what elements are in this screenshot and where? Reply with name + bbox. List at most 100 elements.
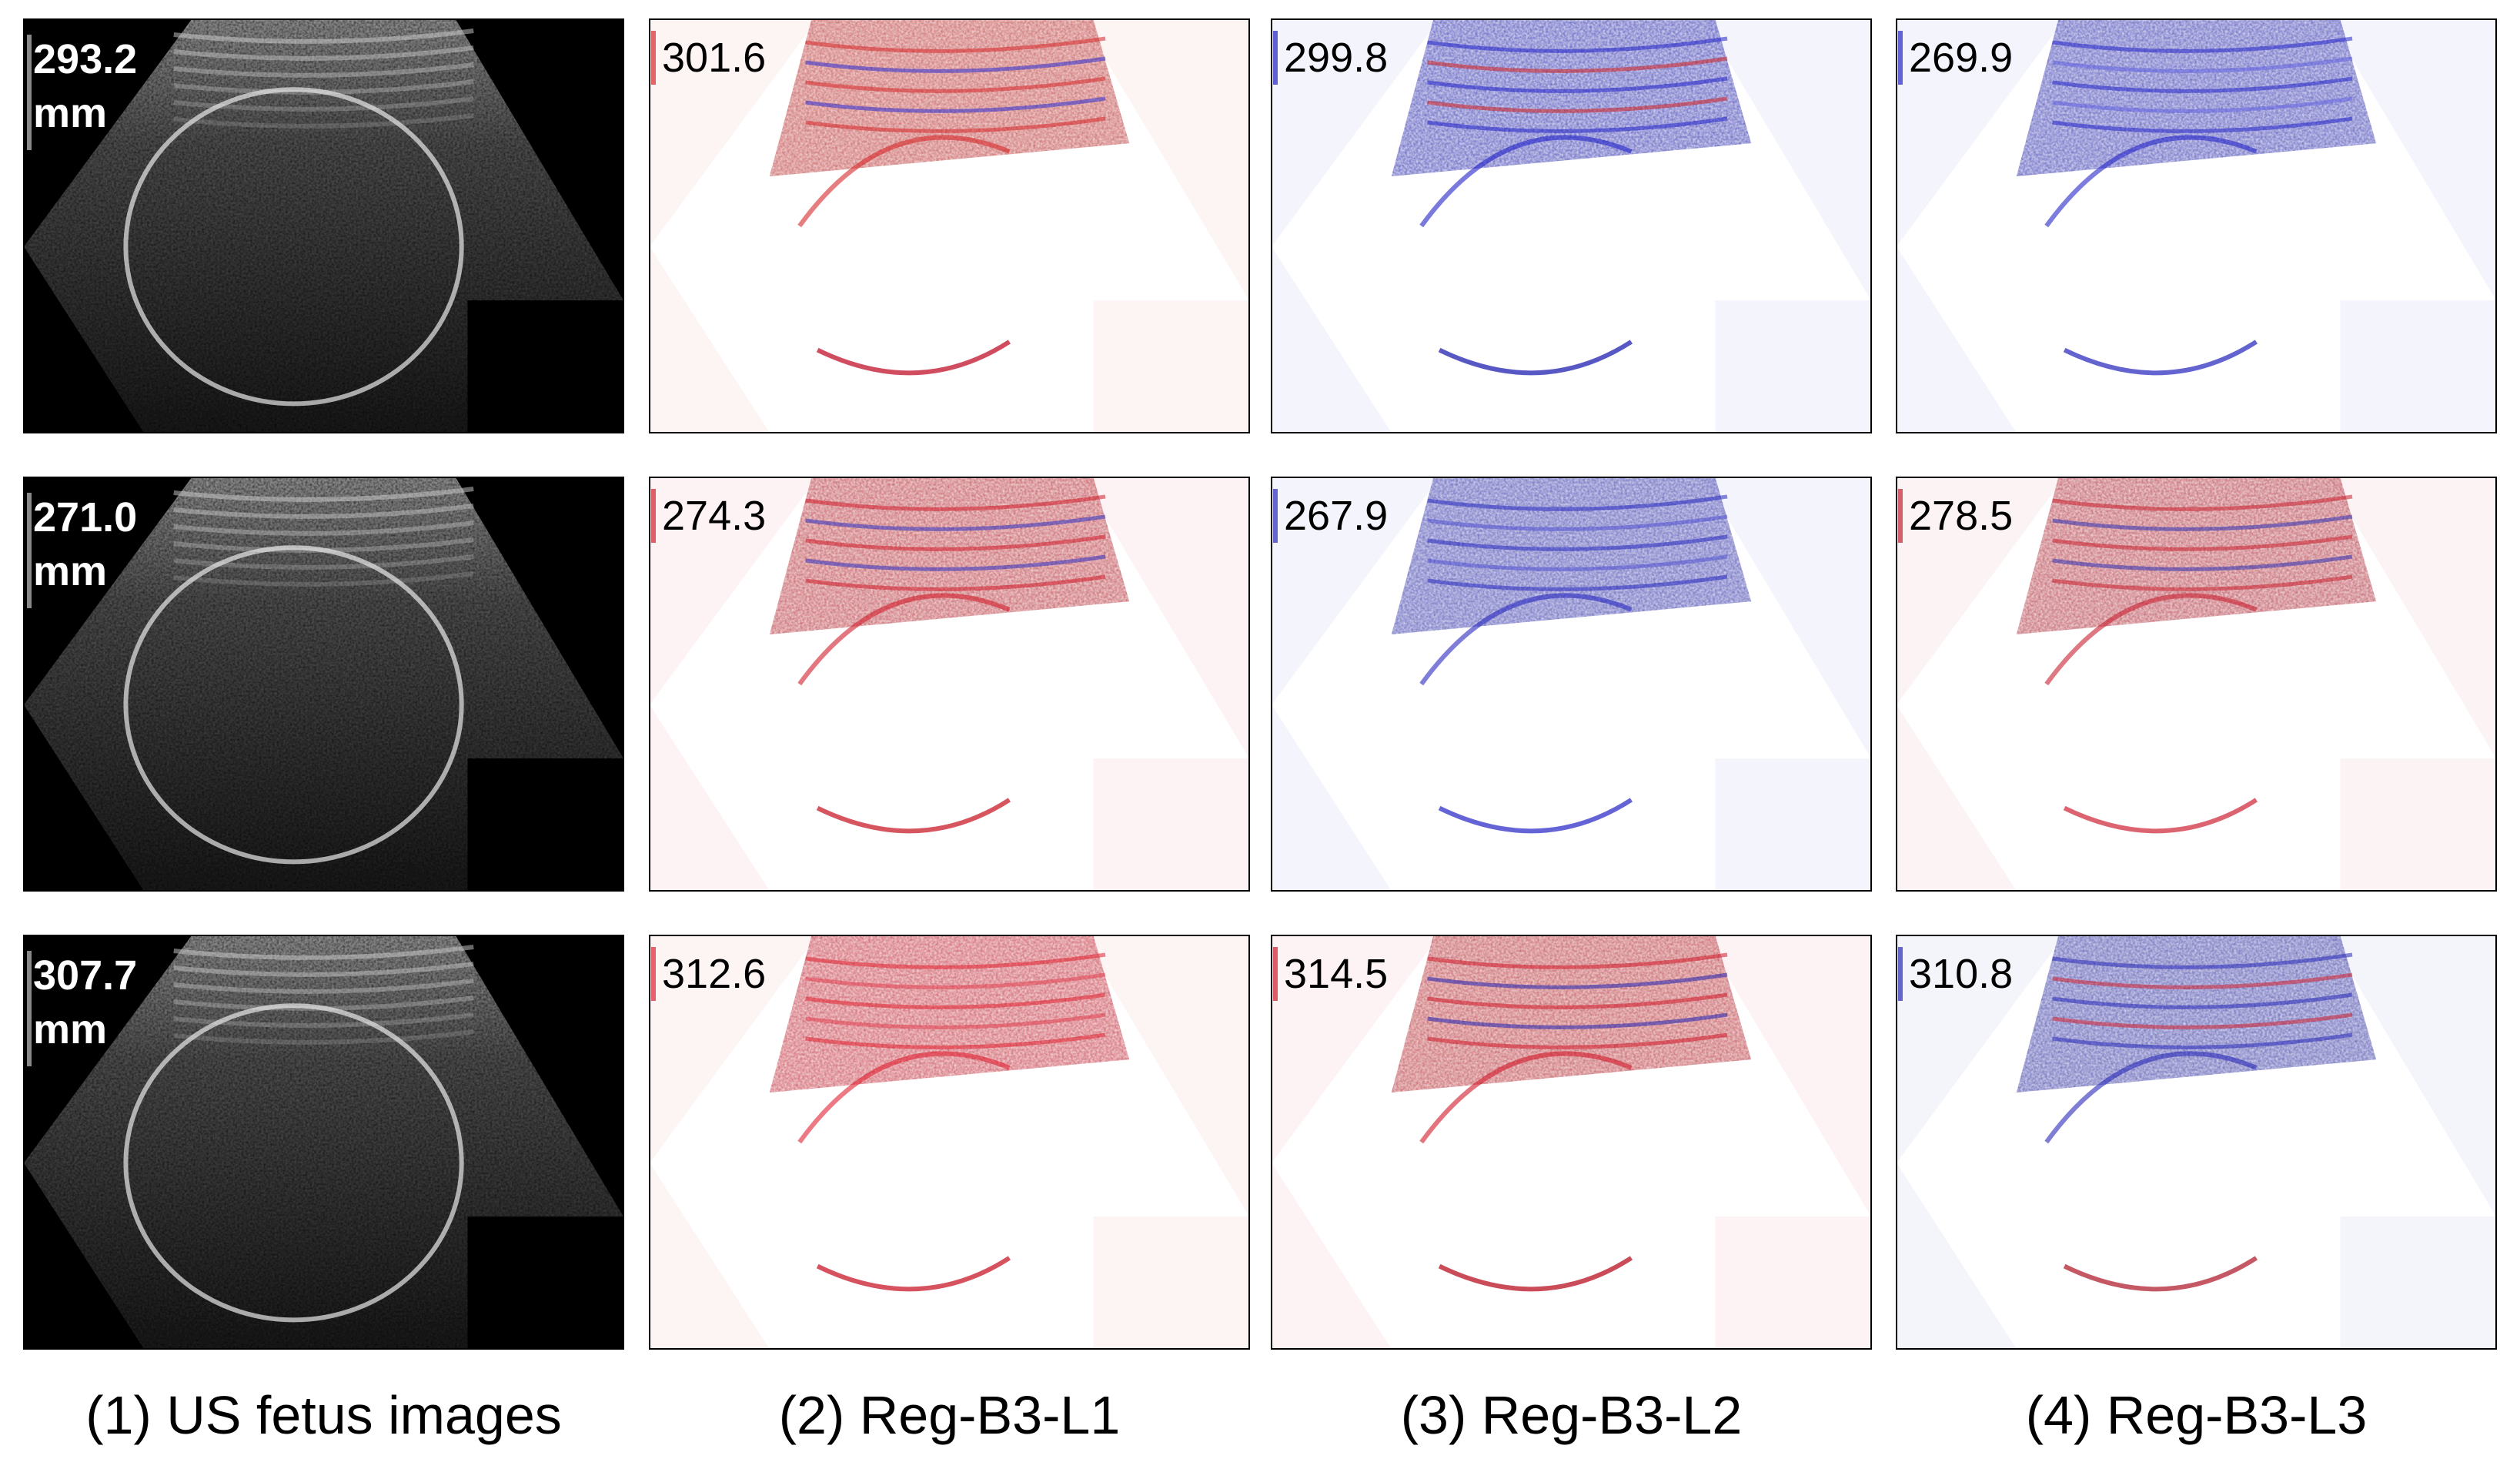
panel-content xyxy=(24,935,623,1349)
tissue-band xyxy=(173,96,474,112)
tissue-band xyxy=(173,571,474,587)
panel-frame xyxy=(23,935,624,1350)
heat-band xyxy=(1427,96,1728,113)
panel-content xyxy=(24,477,623,891)
panel-content xyxy=(24,19,623,433)
image-panel: 299.8 xyxy=(1271,18,1872,433)
us-fan xyxy=(24,935,623,1349)
heat-band xyxy=(1427,534,1728,551)
us-fan xyxy=(24,19,623,433)
heat-top xyxy=(769,935,1130,1093)
image-panel: 312.6 xyxy=(649,935,1250,1350)
image-panel: 307.7 mm xyxy=(23,935,624,1350)
heat-band xyxy=(2052,574,2353,591)
heat-band xyxy=(2052,96,2353,113)
tissue-band xyxy=(173,1029,474,1045)
heat-arc-lower xyxy=(816,1256,1011,1292)
heat-top xyxy=(2016,935,2377,1093)
color-strip xyxy=(1898,947,1903,1001)
color-strip xyxy=(1898,489,1903,543)
image-panel: 274.3 xyxy=(649,477,1250,892)
heat-band xyxy=(805,1012,1106,1029)
color-strip xyxy=(651,31,656,85)
panel-frame xyxy=(23,477,624,892)
image-panel: 310.8 xyxy=(1896,935,2497,1350)
depth-unit: mm xyxy=(33,1006,107,1052)
panel-content xyxy=(1897,19,2496,433)
heat-band xyxy=(805,1032,1106,1049)
heat-band xyxy=(805,554,1106,571)
heat-band xyxy=(1427,494,1728,511)
heat-arc-upper xyxy=(1419,1051,1633,1144)
image-panel: 314.5 xyxy=(1271,935,1872,1350)
color-strip xyxy=(1898,31,1903,85)
heat-band xyxy=(805,534,1106,551)
tissue-band xyxy=(173,113,474,129)
heat-band xyxy=(2052,76,2353,93)
skull xyxy=(123,1003,464,1323)
heat-top xyxy=(769,19,1130,177)
heat-band xyxy=(805,116,1106,133)
image-panel: 271.0 mm xyxy=(23,477,624,892)
heat-arc-lower xyxy=(2063,798,2258,834)
panel-frame xyxy=(649,18,1250,433)
heat-band xyxy=(1427,514,1728,531)
prediction-value: 310.8 xyxy=(1909,951,2013,997)
prediction-value: 314.5 xyxy=(1284,951,1388,997)
depth-unit: mm xyxy=(33,548,107,594)
heat-band xyxy=(805,992,1106,1009)
heat-arc-upper xyxy=(1419,135,1633,228)
heat-band xyxy=(1427,56,1728,73)
panel-frame xyxy=(1271,477,1872,892)
panel-content xyxy=(650,935,1249,1349)
panel-frame xyxy=(1896,477,2497,892)
heat-band xyxy=(2052,56,2353,73)
skull xyxy=(123,87,464,407)
heat-arc-lower xyxy=(1438,340,1633,376)
image-panel: 267.9 xyxy=(1271,477,1872,892)
heat-top xyxy=(1391,19,1752,177)
heat-band xyxy=(2052,952,2353,969)
heat-band xyxy=(1427,1012,1728,1029)
column-caption: (2) Reg-B3-L1 xyxy=(779,1385,1121,1445)
heat-band xyxy=(805,574,1106,591)
heat-band xyxy=(2052,494,2353,511)
skull xyxy=(123,545,464,865)
tissue-band xyxy=(173,520,474,536)
panel-frame xyxy=(649,935,1250,1350)
tissue-band xyxy=(173,554,474,570)
heat-band xyxy=(805,56,1106,73)
heat-band xyxy=(1427,116,1728,133)
heat-arc-lower xyxy=(1438,1256,1633,1292)
tissue-band xyxy=(173,62,474,78)
heat-arc-upper xyxy=(2044,593,2258,686)
depth-value: 307.7 xyxy=(33,952,137,999)
tissue-band xyxy=(173,979,474,994)
panel-frame xyxy=(1896,935,2497,1350)
heat-band xyxy=(1427,36,1728,53)
heat-arc-upper xyxy=(2044,1051,2258,1144)
us-fan xyxy=(24,477,623,891)
heat-top xyxy=(1391,477,1752,635)
heat-top xyxy=(2016,19,2377,177)
heat-arc-upper xyxy=(797,1051,1011,1144)
heat-band xyxy=(2052,992,2353,1009)
panel-content xyxy=(1272,935,1871,1349)
tissue-band xyxy=(173,45,474,61)
panel-content xyxy=(650,477,1249,891)
heat-band xyxy=(2052,1012,2353,1029)
panel-frame xyxy=(1271,935,1872,1350)
depth-unit: mm xyxy=(33,90,107,136)
heat-band xyxy=(805,76,1106,93)
heat-arc-lower xyxy=(2063,340,2258,376)
heat-band xyxy=(2052,514,2353,531)
heat-arc-upper xyxy=(797,593,1011,686)
depth-value: 271.0 xyxy=(33,494,137,540)
heat-band xyxy=(1427,76,1728,93)
heat-band xyxy=(2052,36,2353,53)
heat-arc-lower xyxy=(2063,1256,2258,1292)
tissue-band xyxy=(173,504,474,519)
prediction-value: 269.9 xyxy=(1909,35,2013,81)
